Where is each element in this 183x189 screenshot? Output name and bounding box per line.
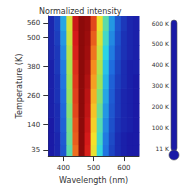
svg-text:600: 600 [117,164,130,172]
svg-text:260: 260 [27,92,40,100]
svg-text:500 K: 500 K [152,40,170,47]
svg-text:100 K: 100 K [152,124,170,131]
svg-text:Temperature (K): Temperature (K) [15,54,24,120]
svg-text:11 K: 11 K [156,145,171,152]
svg-text:600 K: 600 K [152,20,170,27]
svg-text:500: 500 [87,164,100,172]
svg-text:Normalized intensity: Normalized intensity [39,7,122,16]
svg-text:200 K: 200 K [152,103,170,110]
svg-text:500: 500 [27,34,40,42]
svg-text:560: 560 [27,19,40,27]
svg-text:380: 380 [27,63,40,71]
svg-text:Wavelength (nm): Wavelength (nm) [59,176,128,185]
svg-text:400: 400 [57,164,70,172]
svg-text:300 K: 300 K [152,82,170,89]
svg-text:35: 35 [31,146,40,154]
svg-text:400 K: 400 K [152,61,170,68]
svg-text:140: 140 [27,121,40,129]
